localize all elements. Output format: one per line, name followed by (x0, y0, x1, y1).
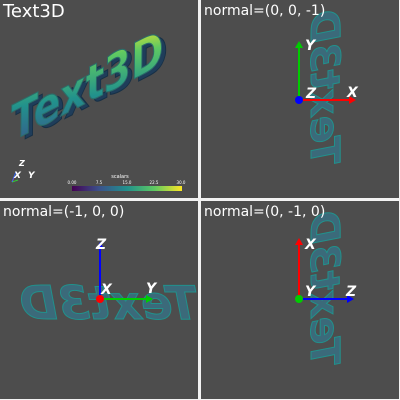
svg-text:Text3D: Text3D (7, 20, 168, 151)
scalar-colorbar: scalars 0.00 7.5 15.0 22.5 30.0 (68, 174, 186, 191)
render-pane-normal-x[interactable]: Text3D X Y Z normal=(-1, 0, 0) (0, 201, 198, 399)
colorbar-tick: 22.5 (150, 180, 159, 185)
colorbar-tick: 7.5 (96, 180, 103, 185)
colorbar-tick: 0.00 (68, 180, 77, 185)
extruded-text-mesh: Text3D (301, 10, 348, 166)
axis-label-y: Y (305, 284, 317, 300)
axis-label-z: Z (18, 159, 25, 168)
extruded-text-mesh: Text3D Text3D (7, 20, 173, 154)
svg-text:Text3D: Text3D (301, 211, 347, 366)
axis-label-x: X (13, 171, 22, 181)
axis-label-y: Y (146, 281, 158, 297)
colorbar-title: scalars (111, 174, 129, 180)
axes-gizmo: X Y Z (95, 237, 158, 303)
axis-label-y: Y (305, 38, 317, 54)
axis-label-z: Z (95, 237, 107, 253)
axis-label-z: Z (305, 86, 317, 102)
colorbar-tick: 30.0 (177, 180, 186, 185)
normal-z-scene[interactable]: Text3D Z X Y (201, 0, 399, 198)
colorbar-tick: 15.0 (123, 180, 132, 185)
pane-title: normal=(0, -1, 0) (204, 204, 326, 220)
svg-text:Text3D: Text3D (301, 10, 347, 165)
render-pane-text3d[interactable]: Text3D Text3D Z X Y scalars 0.00 7.5 15.… (0, 0, 198, 198)
pane-title: normal=(0, 0, -1) (204, 3, 326, 19)
pane-title: normal=(-1, 0, 0) (3, 204, 125, 220)
axis-label-x: X (304, 237, 317, 253)
axis-label-x: X (346, 85, 359, 101)
axis-label-z: Z (345, 284, 357, 300)
normal-y-scene[interactable]: Text3D Y Z X (201, 201, 399, 399)
svg-text:Text3D: Text3D (20, 276, 199, 330)
extruded-text-mesh: Text3D (301, 211, 348, 367)
text3d-scene[interactable]: Text3D Text3D Z X Y scalars 0.00 7.5 15.… (0, 0, 198, 198)
axis-label-y: Y (28, 171, 36, 181)
orientation-axes-triad: Z X Y (11, 159, 36, 183)
render-pane-normal-z[interactable]: Text3D Z X Y normal=(0, 0, -1) (201, 0, 399, 198)
axis-label-x: X (100, 282, 113, 298)
axes-gizmo: Y Z X (295, 237, 357, 303)
pane-title: Text3D (3, 1, 65, 22)
extruded-text-mesh: Text3D (19, 276, 199, 331)
render-pane-normal-y[interactable]: Text3D Y Z X normal=(0, -1, 0) (201, 201, 399, 399)
axes-gizmo: Z X Y (295, 38, 359, 104)
normal-x-scene[interactable]: Text3D X Y Z (0, 201, 198, 399)
colorbar-gradient (72, 186, 182, 191)
